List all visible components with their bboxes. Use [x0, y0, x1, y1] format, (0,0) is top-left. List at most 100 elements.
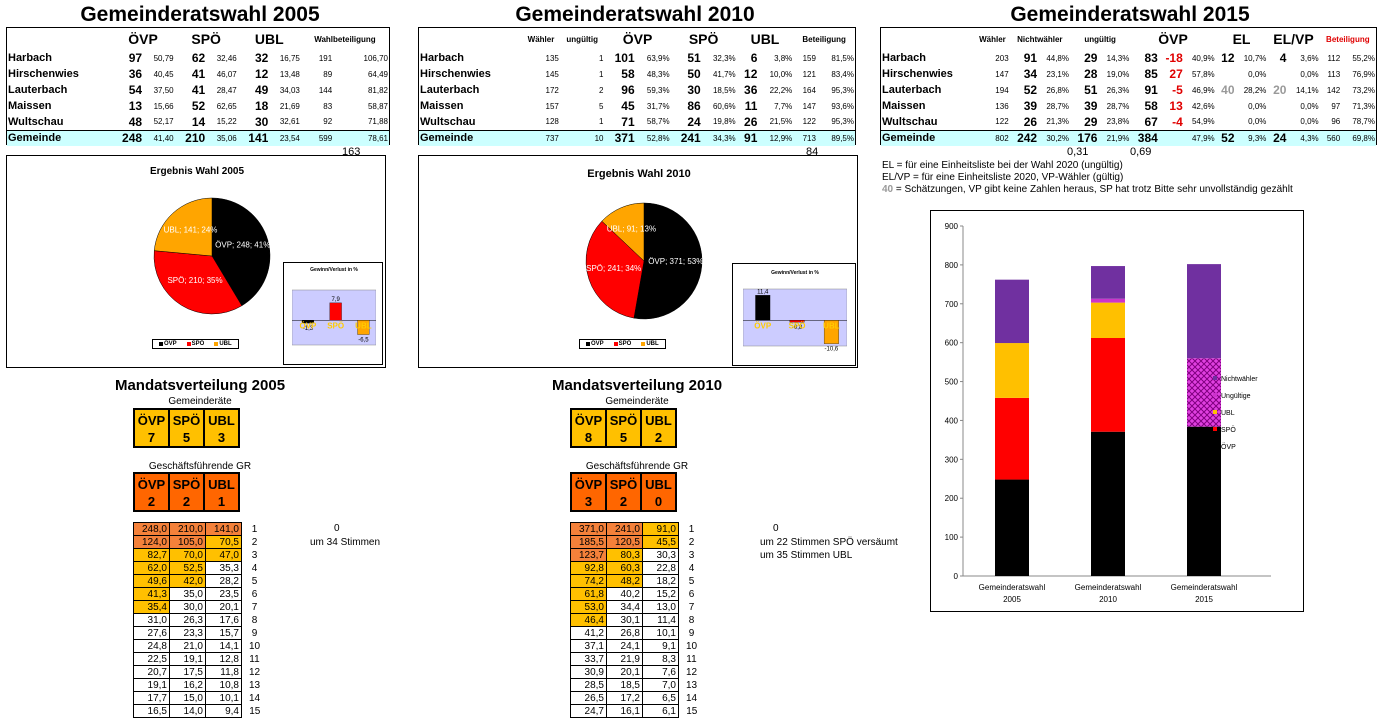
row-index: 8: [688, 614, 695, 626]
table-row: 41,3 35,0 23,5 6: [133, 587, 270, 601]
table-row: 62,0 52,5 35,3 4: [133, 561, 270, 575]
cell: 147: [995, 69, 1009, 79]
row-index: 3: [251, 549, 258, 561]
table-row: 37,1 24,1 9,1 10: [570, 639, 707, 653]
party: SPÖ: [609, 477, 638, 492]
dhondt-cell: 11,4: [642, 613, 679, 627]
dhondt-cell: 248,0: [133, 522, 170, 536]
row-index: 1: [688, 523, 695, 535]
y-tick-label: 0: [954, 572, 959, 581]
legend-oevp: ÖVP: [159, 341, 177, 347]
cell: 27: [1169, 67, 1183, 81]
dhondt-cell: 26,5: [570, 691, 607, 705]
table-row: Hirschenwies 36 40,45 41 46,07 12 13,48 89 64,49: [7, 66, 389, 82]
dhondt-cell: 30,3: [642, 548, 679, 562]
header-spoe: SPÖ: [688, 31, 719, 47]
cell: Lauterbach: [420, 84, 480, 96]
legend-swatch: [1213, 393, 1217, 397]
party: SPÖ: [609, 413, 638, 428]
cell: 40,9%: [1191, 53, 1215, 63]
table-row: Maissen 157 5 45 31,7% 86 60,6% 11 7,7% 147 93,6%: [419, 98, 855, 114]
seat-count: 2: [182, 494, 191, 509]
dhondt-cell: 11,8: [205, 665, 242, 679]
row-index: 12: [685, 666, 698, 678]
x-tick-label: Gemeinderatswahl: [1075, 583, 1142, 592]
pie-slice-2: [153, 197, 213, 257]
cell: 78,7%: [1352, 117, 1375, 127]
row-index: 15: [686, 705, 698, 717]
row-index: 15: [249, 705, 261, 717]
y-tick-label: 200: [945, 494, 959, 503]
row-index: 13: [685, 679, 698, 691]
header-nichtwaehler: Nichtwähler: [1017, 34, 1063, 44]
dhondt-cell: 123,7: [570, 548, 607, 562]
row-index: 2: [251, 536, 258, 548]
cell: 4: [1279, 51, 1287, 65]
bar-segment: [1091, 338, 1125, 432]
table-row: 371,0 241,0 91,0 1: [570, 522, 707, 536]
dhondt-cell: 17,7: [133, 691, 170, 705]
cell: 86: [687, 99, 701, 113]
gseats-2005: ÖVP 2 SPÖ 2 UBL 1: [133, 472, 240, 512]
dhondt-cell: 34,4: [606, 600, 643, 614]
table-row: 16,5 14,0 9,4 15: [133, 704, 270, 718]
dhondt-cell: 7,6: [642, 665, 679, 679]
cell: 0,0%: [1300, 101, 1319, 111]
cell: -18: [1165, 51, 1183, 65]
table-row: 35,4 30,0 20,1 7: [133, 600, 270, 614]
gv-title: Gewinn/Verlust in %: [771, 270, 819, 276]
cell: Lauterbach: [8, 84, 68, 96]
dhondt-2005: 248,0 210,0 141,0 1 124,0 105,0 70,5 2 82,7 70,0 4…: [133, 522, 270, 718]
row-index: 3: [688, 549, 695, 561]
party: UBL: [645, 477, 672, 492]
cell: 18: [254, 99, 269, 113]
cell: 69,8%: [1341, 130, 1376, 146]
cell: 112: [1327, 53, 1341, 63]
seats-2010: ÖVP 8 SPÖ 5 UBL 2: [570, 408, 677, 448]
header-beteiligung: Beteiligung: [802, 34, 846, 44]
row-index: 7: [688, 601, 695, 613]
cell: 194: [995, 85, 1009, 95]
cell: Wultschau: [882, 115, 938, 128]
seat-count: 5: [182, 430, 191, 445]
header-spoe: SPÖ: [191, 31, 221, 47]
cell: 13,48: [279, 69, 300, 79]
cell: 58,87: [367, 101, 388, 111]
dhondt-cell: 35,3: [205, 561, 242, 575]
bar-segment: [1187, 426, 1221, 576]
cell: 24: [687, 114, 701, 129]
cell: 58,7%: [646, 117, 670, 127]
dhondt-cell: 19,1: [169, 652, 206, 666]
seat-count: 1: [217, 494, 226, 509]
table-2010: Wähler ungültig ÖVP SPÖ UBL Beteiligung Harba…: [418, 27, 856, 146]
y-tick-label: 500: [945, 378, 959, 387]
pie-slice-0: [211, 197, 271, 307]
cell: 21,3%: [1046, 117, 1069, 127]
table-row: 53,0 34,4 13,0 7: [570, 600, 707, 614]
seat-count: 2: [619, 494, 628, 509]
legend-swatch: [1213, 376, 1217, 380]
dhondt-cell: 74,2: [570, 574, 607, 588]
legend-label: ÖVP: [591, 341, 604, 347]
cell: 21,5%: [769, 117, 793, 127]
cell: 51: [1084, 83, 1098, 97]
bar-segment: [1091, 302, 1125, 338]
row-index: 4: [251, 562, 258, 574]
header-el: EL: [1232, 31, 1251, 47]
bar-segment: [1187, 264, 1221, 359]
row-index: 13: [248, 679, 261, 691]
cell: 41: [191, 83, 206, 97]
row-index: 10: [685, 640, 698, 652]
cell: 54: [128, 83, 143, 97]
cell: 145: [545, 69, 559, 79]
dhondt-cell: 37,1: [570, 639, 607, 653]
cell: 92: [323, 117, 333, 127]
table-row: 19,1 16,2 10,8 13: [133, 678, 270, 692]
cell: 172: [545, 85, 559, 95]
pie-title: Ergebnis Wahl 2005: [149, 166, 245, 177]
cell: Hirschenwies: [420, 68, 491, 80]
table-row: 41,2 26,8 10,1 9: [570, 626, 707, 640]
cell: 241: [670, 130, 702, 146]
cell: 12,9%: [758, 130, 794, 146]
cell: 13: [128, 99, 143, 113]
